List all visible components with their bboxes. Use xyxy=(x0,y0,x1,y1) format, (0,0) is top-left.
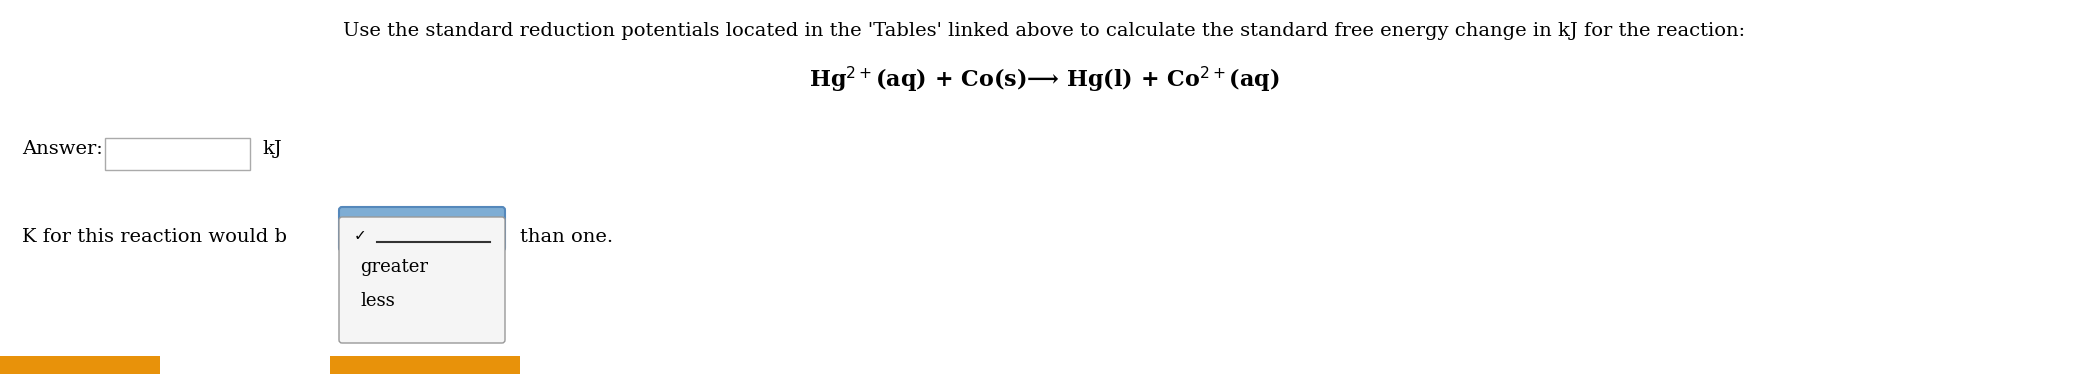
Text: K for this reaction would b: K for this reaction would b xyxy=(23,228,286,246)
Text: greater: greater xyxy=(359,258,428,276)
Bar xyxy=(330,356,520,374)
Bar xyxy=(0,356,161,374)
Text: less: less xyxy=(359,292,395,310)
Text: kJ: kJ xyxy=(261,140,282,158)
FancyBboxPatch shape xyxy=(338,207,505,251)
Text: Hg$^{2+}$(aq) + Co(s)⟶ Hg(l) + Co$^{2+}$(aq): Hg$^{2+}$(aq) + Co(s)⟶ Hg(l) + Co$^{2+}$… xyxy=(808,65,1280,95)
Text: ✓: ✓ xyxy=(355,228,367,243)
Text: Answer:: Answer: xyxy=(23,140,102,158)
Text: Use the standard reduction potentials located in the 'Tables' linked above to ca: Use the standard reduction potentials lo… xyxy=(342,22,1746,40)
Bar xyxy=(104,138,251,170)
FancyBboxPatch shape xyxy=(338,217,505,343)
Text: than one.: than one. xyxy=(520,228,614,246)
